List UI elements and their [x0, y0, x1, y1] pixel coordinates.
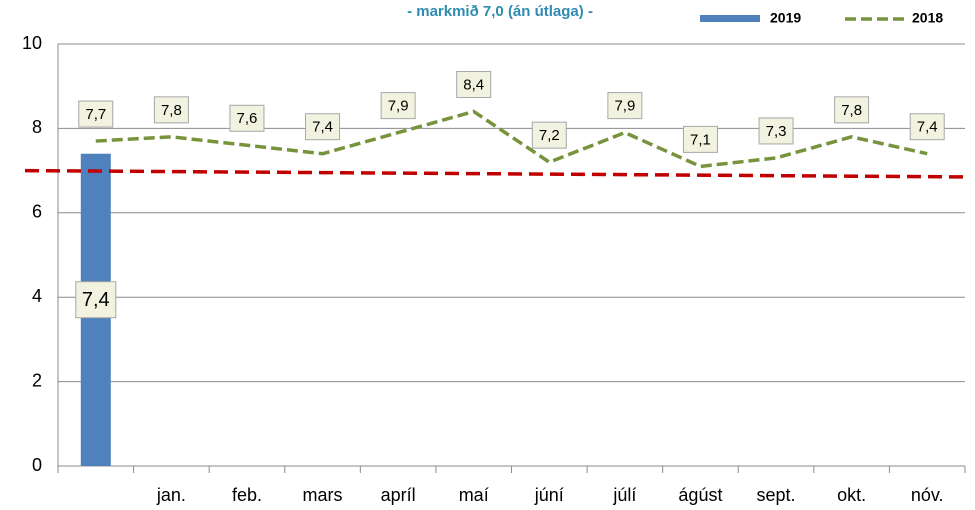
x-tick-label: sept. — [757, 485, 796, 505]
y-tick-label: 6 — [32, 202, 42, 222]
value-label: 7,9 — [388, 98, 409, 115]
value-label-box — [75, 281, 117, 319]
value-label-box — [531, 121, 567, 149]
value-label: 7,4 — [917, 119, 938, 136]
x-tick-label: ágúst — [678, 485, 722, 505]
x-tick-label: feb. — [232, 485, 262, 505]
value-label: 7,1 — [690, 131, 711, 148]
y-tick-label: 2 — [32, 370, 42, 390]
value-label-box — [229, 104, 265, 132]
y-tick-label: 4 — [32, 286, 42, 306]
value-label: 7,4 — [82, 289, 110, 311]
x-tick-label: okt. — [837, 485, 866, 505]
value-label-box — [305, 113, 341, 141]
value-label-box — [78, 100, 114, 128]
value-label: 7,2 — [539, 127, 560, 144]
line — [95, 109, 928, 169]
legend-swatch — [700, 15, 760, 22]
value-label-box — [682, 125, 718, 153]
y-tick-label: 8 — [32, 117, 42, 137]
value-label: 7,7 — [85, 106, 106, 123]
value-label: 7,4 — [312, 119, 333, 136]
x-tick-label: júní — [534, 485, 564, 505]
x-tick-label: jan. — [156, 485, 186, 505]
legend-label: 2019 — [770, 10, 801, 26]
trend-line — [24, 168, 966, 179]
value-label-box — [153, 96, 189, 124]
value-label: 7,6 — [237, 110, 258, 127]
value-label-box — [607, 92, 643, 120]
chart-title: - markmið 7,0 (án útlaga) - — [407, 3, 593, 20]
value-label: 7,8 — [161, 102, 182, 119]
value-label-box — [758, 117, 794, 145]
x-tick-label: maí — [459, 485, 489, 505]
y-tick-label: 10 — [22, 33, 42, 53]
x-tick-label: nóv. — [911, 485, 944, 505]
value-label: 7,3 — [766, 123, 787, 140]
value-label: 8,4 — [463, 76, 484, 93]
value-label: 7,8 — [841, 102, 862, 119]
value-label-box — [456, 71, 492, 99]
y-tick-label: 0 — [32, 455, 42, 475]
x-tick-label: júlí — [612, 485, 636, 505]
value-label-box — [380, 92, 416, 120]
value-label-box — [909, 113, 945, 141]
value-label: 7,9 — [614, 98, 635, 115]
x-tick-label: mars — [303, 485, 343, 505]
value-label-box — [834, 96, 870, 124]
legend-label: 2018 — [912, 10, 943, 26]
x-tick-label: apríl — [381, 485, 416, 505]
